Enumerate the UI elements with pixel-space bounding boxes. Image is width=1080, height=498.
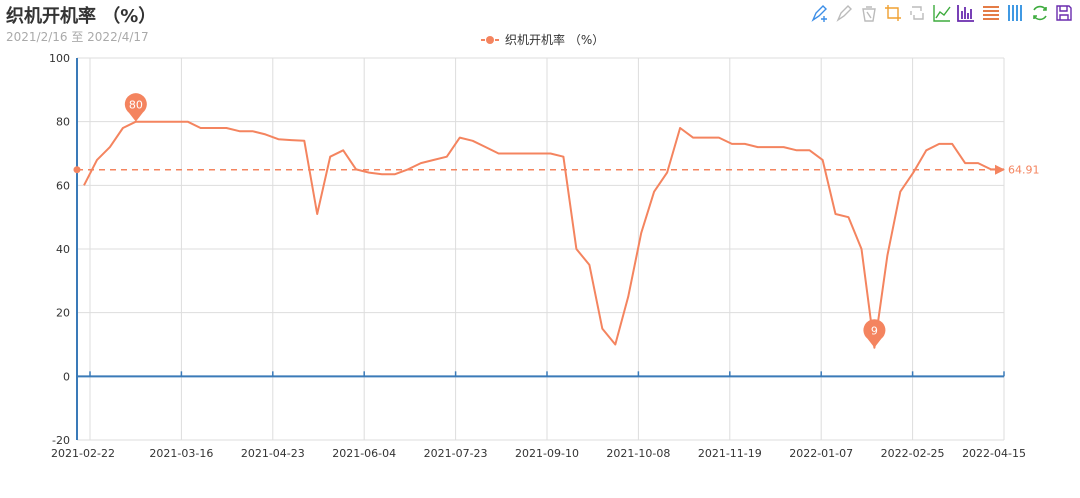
x-tick-label: 2022-04-15: [962, 447, 1026, 460]
save-image-icon[interactable]: [1054, 3, 1074, 23]
x-tick-label: 2022-02-25: [881, 447, 945, 460]
average-line-label: 64.91: [1008, 164, 1040, 177]
average-line-start: [73, 166, 81, 174]
x-tick-label: 2021-03-16: [149, 447, 213, 460]
tiled-icon[interactable]: [1005, 3, 1025, 23]
y-tick-label: 20: [56, 307, 70, 320]
mark-point-label: 80: [129, 99, 143, 112]
x-tick-label: 2021-02-22: [51, 447, 115, 460]
x-tick-label: 2021-06-04: [332, 447, 396, 460]
bar-chart-icon[interactable]: [956, 3, 976, 23]
legend[interactable]: 织机开机率 （%）: [481, 32, 604, 47]
brush-icon[interactable]: [835, 3, 855, 23]
x-tick-label: 2022-01-07: [789, 447, 853, 460]
legend-label: 织机开机率 （%）: [505, 32, 604, 47]
mark-point-max[interactable]: 80: [124, 93, 147, 122]
eraser-icon[interactable]: [859, 3, 879, 23]
stack-icon[interactable]: [981, 3, 1001, 23]
x-tick-label: 2021-10-08: [606, 447, 670, 460]
y-tick-label: -20: [52, 434, 70, 447]
brush-add-icon[interactable]: [810, 3, 830, 23]
x-tick-label: 2021-07-23: [424, 447, 488, 460]
series-line: [83, 120, 1004, 349]
mark-point-min[interactable]: 9: [863, 319, 886, 348]
chart-subtitle: 2021/2/16 至 2022/4/17: [6, 30, 149, 44]
y-tick-label: 80: [56, 116, 70, 129]
y-tick-label: 60: [56, 179, 70, 192]
x-tick-label: 2021-04-23: [241, 447, 305, 460]
mark-point-label: 9: [871, 325, 878, 338]
chart-title: 织机开机率 （%）: [6, 6, 157, 27]
x-tick-label: 2021-09-10: [515, 447, 579, 460]
y-tick-label: 100: [49, 52, 70, 65]
x-tick-label: 2021-11-19: [698, 447, 762, 460]
y-tick-label: 0: [63, 370, 70, 383]
lasso-icon[interactable]: [907, 3, 927, 23]
toolbox: [808, 3, 1076, 25]
restore-icon[interactable]: [1030, 3, 1050, 23]
y-tick-label: 40: [56, 243, 70, 256]
line-chart-icon[interactable]: [932, 3, 952, 23]
mark-point-pin: [124, 93, 147, 122]
mark-point-pin: [863, 319, 886, 348]
rect-select-icon[interactable]: [883, 3, 903, 23]
